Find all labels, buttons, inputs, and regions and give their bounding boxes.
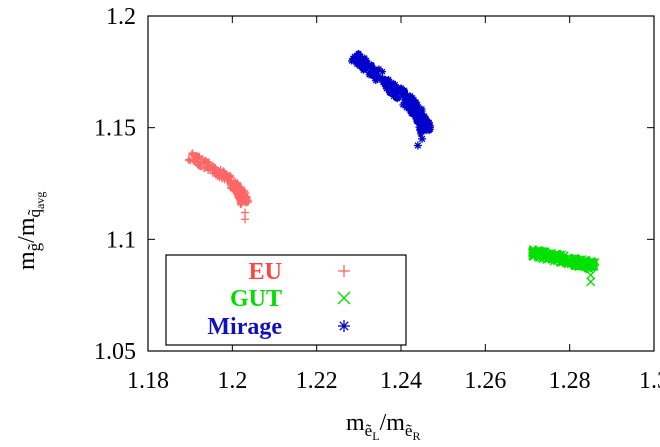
- data-point-eu: [220, 176, 228, 184]
- data-point-mirage: [367, 61, 375, 69]
- data-point-mirage: [392, 94, 400, 102]
- data-point-mirage: [420, 113, 428, 121]
- axis-ticks: 1.18 1.2 1.22 1.24 1.26 1.28 1.3 1.05 1.1 1.15 1.2: [94, 4, 660, 394]
- data-point-eu: [232, 182, 240, 190]
- data-point-eu: [237, 198, 245, 206]
- y-tick-label: 1.05: [94, 339, 136, 365]
- data-point-mirage: [373, 66, 381, 74]
- data-point-mirage: [420, 124, 428, 132]
- data-point-gut: [553, 257, 562, 266]
- y-axis-label: mg̃/mq̃avg: [14, 192, 47, 270]
- data-point-eu: [188, 150, 196, 158]
- data-point-gut: [529, 252, 538, 261]
- data-point-mirage: [348, 57, 356, 65]
- y-tick-label: 1.15: [94, 116, 136, 142]
- legend: EU GUT Mirage: [165, 254, 407, 346]
- data-point-mirage: [384, 78, 392, 86]
- data-point-mirage: [425, 119, 433, 127]
- svg-text:mẽL/mẽR: mẽL/mẽR: [346, 410, 420, 443]
- data-point-mirage: [417, 130, 425, 138]
- data-point-gut: [562, 257, 571, 266]
- data-point-eu: [204, 167, 212, 175]
- data-point-eu: [199, 155, 207, 163]
- data-point-eu: [243, 192, 251, 200]
- data-point-eu: [185, 155, 193, 163]
- y-tick-label: 1.1: [106, 227, 136, 253]
- svg-text:mg̃/mq̃avg: mg̃/mq̃avg: [14, 192, 47, 270]
- data-point-mirage: [356, 62, 364, 70]
- data-point-mirage: [396, 87, 404, 95]
- x-tick-label: 1.2: [217, 368, 247, 394]
- legend-markers: [337, 265, 351, 332]
- data-point-mirage: [406, 101, 414, 109]
- y-tick-label: 1.2: [106, 4, 136, 30]
- data-point-gut: [557, 255, 566, 264]
- x-axis-label: mẽL/mẽR: [346, 410, 420, 443]
- legend-label-mirage: Mirage: [207, 314, 282, 340]
- data-point-eu: [227, 184, 235, 192]
- data-point-eu: [234, 187, 242, 195]
- data-point-eu: [226, 172, 234, 180]
- data-point-eu: [227, 177, 235, 185]
- data-point-gut: [586, 270, 596, 280]
- data-point-mirage: [407, 110, 415, 118]
- x-tick-label: 1.24: [380, 368, 422, 394]
- data-point-gut: [570, 258, 579, 267]
- data-point-mirage: [409, 94, 417, 102]
- legend-box: [165, 254, 407, 346]
- data-point-mirage: [378, 68, 386, 76]
- data-point-gut: [586, 277, 596, 287]
- data-point-eu: [240, 215, 249, 224]
- data-point-eu: [215, 174, 223, 182]
- data-point-mirage: [418, 134, 427, 143]
- data-point-eu: [242, 189, 250, 197]
- data-point-eu: [233, 191, 241, 199]
- data-point-mirage: [413, 141, 422, 150]
- data-point-eu: [243, 198, 251, 206]
- data-point-mirage: [372, 77, 380, 85]
- data-point-eu: [191, 157, 199, 165]
- legend-label-gut: GUT: [230, 286, 282, 312]
- data-point-eu: [209, 162, 217, 170]
- data-point-eu: [193, 152, 201, 160]
- data-point-eu: [195, 162, 203, 170]
- data-point-mirage: [379, 74, 387, 82]
- data-point-gut: [560, 256, 569, 265]
- x-tick-label: 1.18: [127, 368, 169, 394]
- x-tick-label: 1.22: [296, 368, 338, 394]
- x-tick-label: 1.28: [549, 368, 591, 394]
- legend-label-eu: EU: [249, 259, 282, 285]
- data-points: [184, 50, 600, 287]
- legend-marker-gut: [337, 291, 351, 305]
- data-point-eu: [189, 149, 197, 157]
- data-point-mirage: [418, 105, 426, 113]
- x-tick-label: 1.26: [464, 368, 506, 394]
- data-point-gut: [582, 259, 591, 268]
- data-point-eu: [240, 208, 249, 217]
- data-point-mirage: [366, 69, 374, 77]
- data-point-eu: [194, 152, 202, 160]
- data-point-gut: [590, 259, 599, 268]
- data-point-mirage: [426, 125, 434, 133]
- data-point-eu: [205, 158, 213, 166]
- data-point-mirage: [354, 51, 362, 59]
- data-point-eu: [202, 163, 210, 171]
- data-point-eu: [215, 167, 223, 175]
- legend-marker-eu: [338, 265, 350, 277]
- x-tick-label: 1.3: [639, 368, 660, 394]
- data-point-mirage: [389, 82, 397, 90]
- legend-marker-mirage: [338, 320, 350, 332]
- data-point-mirage: [413, 112, 421, 120]
